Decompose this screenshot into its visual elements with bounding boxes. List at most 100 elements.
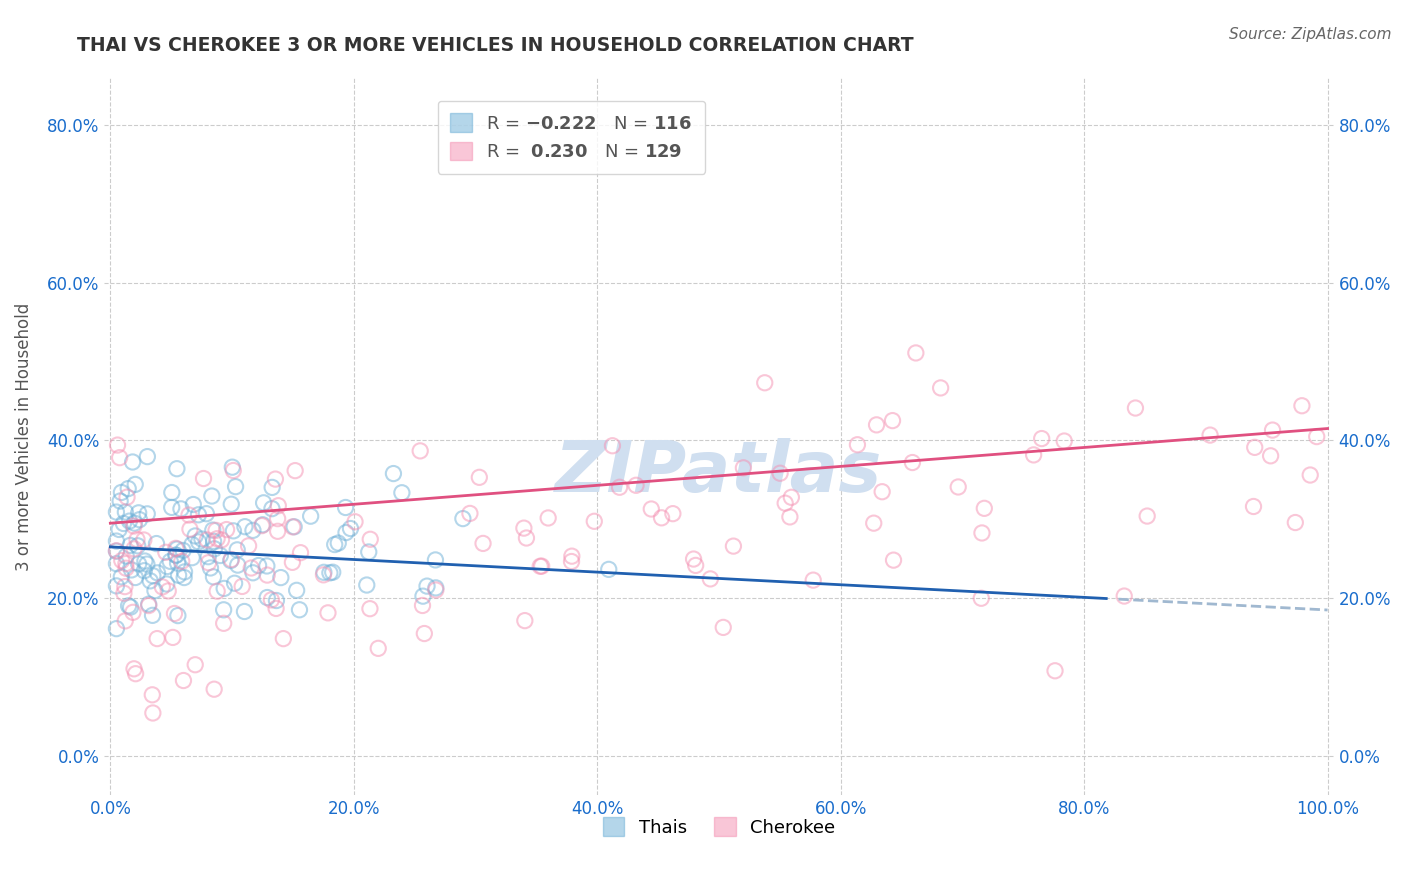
Thais bbox=[124, 477, 146, 491]
Cherokee bbox=[699, 572, 721, 586]
Cherokee bbox=[205, 524, 228, 538]
Cherokee bbox=[256, 568, 278, 582]
Cherokee bbox=[948, 480, 970, 494]
Cherokee bbox=[530, 559, 553, 574]
Cherokee bbox=[560, 555, 582, 569]
Cherokee bbox=[112, 586, 135, 600]
Cherokee bbox=[411, 599, 433, 613]
Thais bbox=[139, 574, 162, 588]
Thais bbox=[187, 535, 209, 549]
Cherokee bbox=[132, 533, 155, 547]
Cherokee bbox=[177, 508, 200, 522]
Thais bbox=[136, 450, 159, 464]
Thais bbox=[117, 599, 139, 613]
Cherokee bbox=[281, 555, 304, 569]
Cherokee bbox=[711, 620, 734, 634]
Cherokee bbox=[865, 417, 887, 432]
Thais bbox=[233, 519, 256, 533]
Cherokee bbox=[193, 471, 215, 485]
Thais bbox=[299, 509, 322, 524]
Thais bbox=[112, 516, 135, 531]
Cherokee bbox=[122, 662, 145, 676]
Thais bbox=[105, 544, 128, 558]
Thais bbox=[110, 485, 132, 500]
Cherokee bbox=[1299, 468, 1322, 483]
Cherokee bbox=[124, 666, 146, 681]
Cherokee bbox=[155, 545, 177, 559]
Legend: Thais, Cherokee: Thais, Cherokee bbox=[596, 810, 842, 844]
Thais bbox=[356, 578, 378, 592]
Thais bbox=[201, 489, 224, 503]
Cherokee bbox=[458, 507, 481, 521]
Cherokee bbox=[1043, 664, 1066, 678]
Cherokee bbox=[165, 541, 187, 556]
Cherokee bbox=[114, 614, 136, 628]
Cherokee bbox=[163, 607, 186, 621]
Thais bbox=[225, 480, 247, 494]
Thais bbox=[391, 485, 413, 500]
Thais bbox=[105, 557, 128, 571]
Thais bbox=[252, 517, 274, 532]
Thais bbox=[200, 561, 222, 575]
Thais bbox=[319, 566, 342, 580]
Thais bbox=[339, 522, 361, 536]
Cherokee bbox=[1125, 401, 1147, 415]
Cherokee bbox=[640, 502, 662, 516]
Cherokee bbox=[682, 552, 704, 566]
Thais bbox=[184, 529, 207, 543]
Thais bbox=[187, 508, 209, 522]
Cherokee bbox=[202, 682, 225, 697]
Thais bbox=[143, 583, 166, 598]
Thais bbox=[124, 516, 146, 530]
Thais bbox=[173, 565, 195, 579]
Thais bbox=[285, 583, 308, 598]
Cherokee bbox=[883, 553, 905, 567]
Cherokee bbox=[780, 491, 803, 505]
Thais bbox=[283, 520, 305, 534]
Cherokee bbox=[602, 439, 624, 453]
Cherokee bbox=[122, 519, 145, 533]
Thais bbox=[312, 566, 335, 580]
Cherokee bbox=[240, 561, 263, 575]
Cherokee bbox=[281, 520, 304, 534]
Cherokee bbox=[162, 631, 184, 645]
Thais bbox=[247, 558, 270, 573]
Cherokee bbox=[1022, 448, 1045, 462]
Thais bbox=[412, 589, 434, 603]
Thais bbox=[201, 523, 224, 537]
Cherokee bbox=[238, 539, 260, 553]
Thais bbox=[121, 455, 143, 469]
Cherokee bbox=[359, 601, 381, 615]
Cherokee bbox=[515, 531, 537, 545]
Cherokee bbox=[1284, 516, 1306, 530]
Thais bbox=[425, 553, 447, 567]
Thais bbox=[260, 501, 283, 516]
Cherokee bbox=[779, 509, 801, 524]
Y-axis label: 3 or more Vehicles in Household: 3 or more Vehicles in Household bbox=[15, 302, 32, 571]
Thais bbox=[105, 579, 128, 593]
Cherokee bbox=[231, 579, 253, 593]
Thais bbox=[598, 562, 620, 576]
Text: ZIPatlas: ZIPatlas bbox=[555, 438, 883, 507]
Thais bbox=[191, 532, 214, 546]
Thais bbox=[117, 482, 139, 496]
Cherokee bbox=[115, 490, 138, 504]
Thais bbox=[166, 461, 188, 475]
Thais bbox=[127, 539, 149, 553]
Cherokee bbox=[267, 499, 290, 513]
Cherokee bbox=[733, 460, 755, 475]
Cherokee bbox=[197, 556, 219, 570]
Thais bbox=[222, 524, 245, 538]
Cherokee bbox=[846, 438, 869, 452]
Cherokee bbox=[142, 706, 165, 720]
Thais bbox=[118, 514, 141, 528]
Cherokee bbox=[157, 583, 180, 598]
Thais bbox=[167, 608, 190, 623]
Thais bbox=[288, 603, 311, 617]
Cherokee bbox=[1053, 434, 1076, 448]
Thais bbox=[105, 505, 128, 519]
Cherokee bbox=[537, 511, 560, 525]
Thais bbox=[416, 579, 439, 593]
Thais bbox=[219, 553, 242, 567]
Cherokee bbox=[723, 539, 745, 553]
